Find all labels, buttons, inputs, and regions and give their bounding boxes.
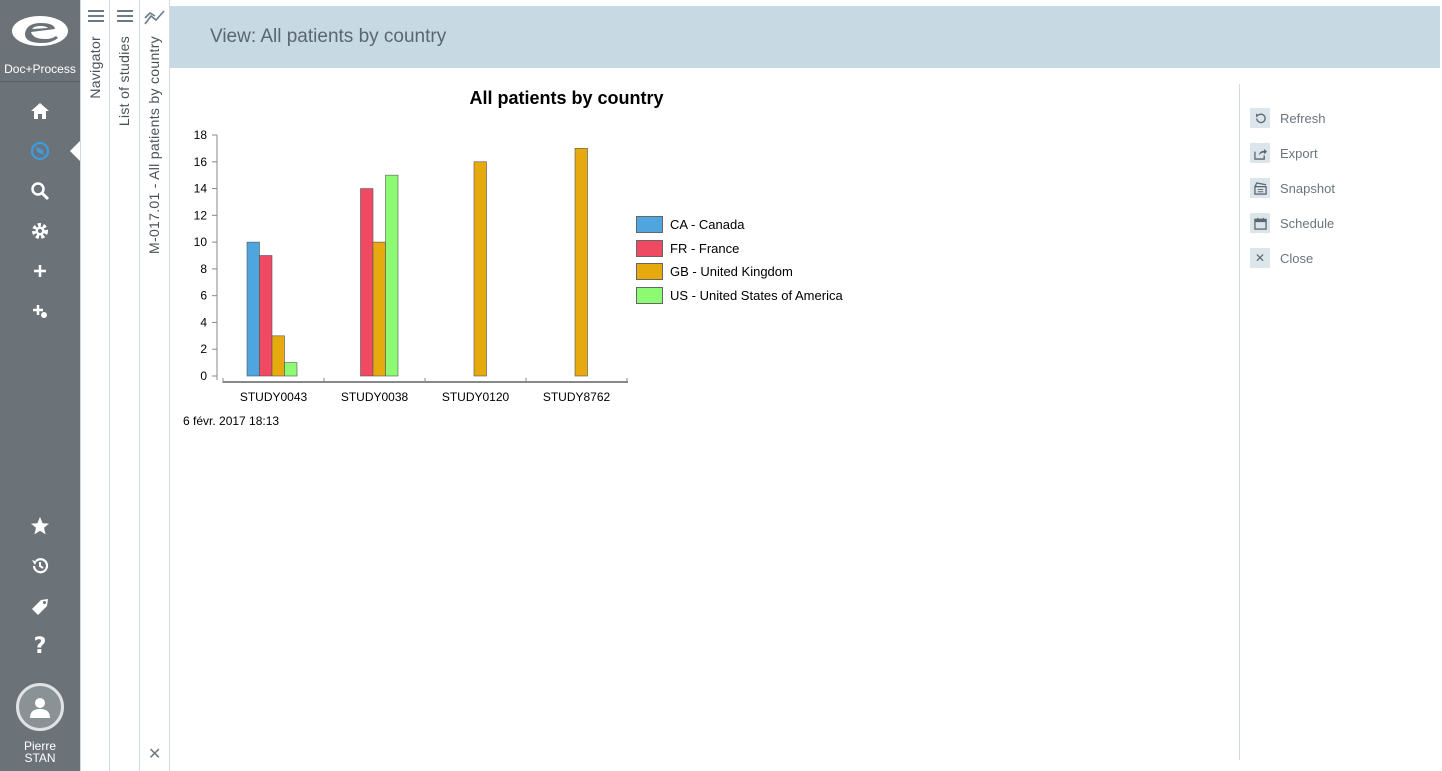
y-tick-label: 4 (200, 315, 207, 329)
close-button[interactable]: ✕ Close (1250, 247, 1313, 269)
avatar[interactable] (16, 683, 64, 731)
add-settings-icon[interactable] (24, 296, 56, 326)
chart-plot: 0 2 4 6 8 10 12 14 16 18 STUDY0043 STUDY0038 STUDY01… (194, 128, 628, 404)
menu-icon[interactable] (88, 10, 104, 24)
view-label: M-017.01 - All patients by country (146, 36, 162, 254)
x-tick-label: STUDY0043 (240, 390, 308, 404)
divider (1239, 84, 1240, 760)
y-tick-label: 8 (200, 262, 207, 276)
legend-swatch (636, 263, 663, 280)
legend-swatch (636, 286, 663, 304)
snapshot-button[interactable]: Snapshot (1250, 177, 1335, 199)
chart-line-icon (144, 10, 165, 25)
legend-swatch (636, 239, 663, 257)
active-indicator (70, 141, 80, 161)
main-content (170, 68, 1440, 771)
user-last-name: STAN (24, 751, 56, 765)
tag-icon[interactable] (24, 591, 56, 621)
y-tick-label: 10 (194, 235, 208, 249)
legend-item: CA - Canada (636, 216, 744, 233)
close-icon[interactable]: ✕ (148, 744, 162, 763)
chart-bar (360, 188, 374, 377)
chart-bar (372, 241, 386, 377)
home-icon[interactable] (24, 96, 56, 126)
menu-icon[interactable] (117, 10, 133, 24)
y-tick-label: 14 (194, 182, 208, 196)
compass-icon[interactable] (24, 136, 56, 166)
navigator-label: Navigator (87, 36, 103, 99)
page-title: View: All patients by country (210, 26, 447, 47)
export-label: Export (1280, 145, 1318, 161)
legend-label: GB - United Kingdom (670, 264, 793, 279)
snapshot-label: Snapshot (1280, 180, 1335, 196)
search-icon[interactable] (24, 176, 56, 206)
brand-name: Doc+Process (4, 62, 76, 76)
gear-icon[interactable] (24, 216, 56, 246)
legend-label: CA - Canada (670, 217, 745, 232)
app-logo[interactable]: Doc+Process (0, 0, 80, 82)
legend-swatch (636, 216, 663, 233)
history-icon[interactable] (24, 551, 56, 581)
view-panel[interactable]: M-017.01 - All patients by country ✕ (140, 0, 170, 771)
help-icon[interactable]: ? (33, 633, 47, 659)
chart-bar (271, 335, 285, 377)
export-button[interactable]: Export (1250, 142, 1318, 164)
user-name: Pierre STAN (0, 740, 80, 764)
user-icon (30, 698, 50, 718)
snapshot-icon (1250, 178, 1270, 198)
logo-icon (12, 16, 68, 46)
x-tick-label: STUDY0038 (341, 390, 409, 404)
chart-bar (259, 255, 273, 377)
view-header: View: All patients by country (170, 6, 1440, 68)
y-tick-label: 16 (194, 155, 208, 169)
chart-bar (284, 362, 298, 377)
y-tick-label: 0 (200, 369, 207, 383)
chart-bar (473, 161, 487, 377)
close-icon: ✕ (1250, 248, 1270, 268)
legend-label: US - United States of America (670, 287, 843, 303)
legend-item: FR - France (636, 239, 740, 257)
chart-title: All patients by country (469, 88, 664, 108)
schedule-label: Schedule (1280, 215, 1335, 231)
chart-bar (385, 174, 399, 377)
chart-timestamp: 6 févr. 2017 18:13 (183, 414, 280, 428)
navigator-panel[interactable]: Navigator (80, 0, 110, 771)
y-tick-label: 2 (200, 342, 207, 356)
studies-panel[interactable]: List of studies (110, 0, 140, 771)
chart: All patients by country 0 2 4 6 8 10 12 14 16 18 S… (170, 80, 870, 440)
app-rail: Doc+Process ? Pierre STAN (0, 0, 80, 771)
star-icon[interactable] (24, 511, 56, 541)
y-tick-label: 6 (200, 289, 207, 303)
refresh-icon (1250, 108, 1270, 128)
x-tick-label: STUDY8762 (543, 390, 611, 404)
studies-label: List of studies (116, 36, 132, 127)
legend-label: FR - France (670, 240, 740, 256)
chart-bar (574, 148, 588, 377)
legend-item: US - United States of America (636, 286, 843, 304)
calendar-icon (1250, 213, 1270, 233)
legend-item: GB - United Kingdom (636, 263, 793, 280)
refresh-button[interactable]: Refresh (1250, 107, 1326, 129)
export-icon (1250, 143, 1270, 163)
chart-bar (246, 241, 260, 377)
y-tick-label: 18 (194, 128, 208, 142)
user-first-name: Pierre (23, 739, 56, 753)
refresh-label: Refresh (1280, 110, 1326, 126)
add-icon[interactable] (24, 256, 56, 286)
x-tick-label: STUDY0120 (442, 390, 510, 404)
y-tick-label: 12 (194, 208, 208, 222)
close-label: Close (1280, 250, 1314, 266)
schedule-button[interactable]: Schedule (1250, 212, 1334, 234)
